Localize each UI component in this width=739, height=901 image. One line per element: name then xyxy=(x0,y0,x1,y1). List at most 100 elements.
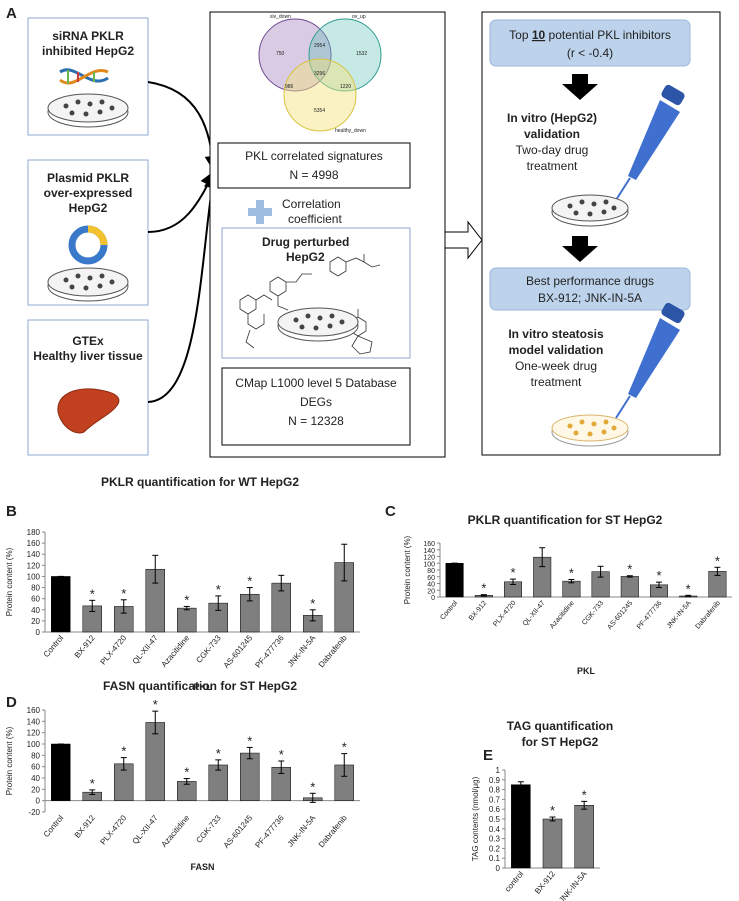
y-tick-label: 120 xyxy=(27,561,41,570)
y-tick-label: 0.4 xyxy=(489,825,501,834)
y-tick-label: 100 xyxy=(27,740,41,749)
x-tick-label: Dabrafenib xyxy=(695,600,722,631)
y-axis-label: Protein content (%) xyxy=(403,535,412,604)
plasmid-icon xyxy=(68,225,108,265)
y-tick-label: 0.3 xyxy=(489,835,501,844)
panel-label: D xyxy=(6,694,17,711)
y-tick-label: -20 xyxy=(28,808,40,817)
x-tick-label: Azacitidine xyxy=(549,600,576,631)
x-tick-label: Dabrafenib xyxy=(317,633,349,669)
significance: * xyxy=(550,803,555,818)
bar xyxy=(51,576,71,633)
chart-title: PKLR quantification for WT HepG2 xyxy=(101,475,299,489)
panel-label: E xyxy=(483,747,493,764)
significance: * xyxy=(90,586,95,601)
significance: * xyxy=(310,596,315,611)
x-tick-label: PF-477736 xyxy=(636,600,664,631)
source-box xyxy=(27,319,149,456)
x-tick-label: Control xyxy=(42,813,66,839)
significance: * xyxy=(627,562,632,577)
y-tick-label: 80 xyxy=(427,568,435,575)
molecule-icons xyxy=(239,254,381,355)
drug-text: HepG2 xyxy=(286,250,325,264)
significance: * xyxy=(279,747,284,762)
significance: * xyxy=(121,744,126,759)
venn-set: siv_down xyxy=(270,14,291,20)
validation-text: In vitro (HepG2) xyxy=(507,111,597,125)
x-tick-label: AS-601245 xyxy=(222,633,255,670)
y-tick-label: 80 xyxy=(31,751,40,760)
bar xyxy=(574,805,594,869)
dish-icon xyxy=(551,194,629,227)
best-text: Best performance drugs xyxy=(526,274,654,288)
x-tick-label: Control xyxy=(42,633,66,659)
steatosis-text: treatment xyxy=(531,375,582,389)
venn-set: ov_up xyxy=(352,14,366,20)
significance: * xyxy=(247,733,252,748)
y-tick-label: 40 xyxy=(427,582,435,589)
y-tick-label: 0 xyxy=(431,595,435,602)
y-tick-label: 40 xyxy=(31,606,40,615)
y-axis-label: Protein content (%) xyxy=(5,726,14,795)
top-text: potential PKL inhibitors xyxy=(545,28,671,42)
y-tick-label: 1 xyxy=(496,766,501,775)
bar xyxy=(562,580,581,598)
drug-box xyxy=(221,227,411,359)
y-tick-label: 0.7 xyxy=(489,795,501,804)
y-axis-label: Protein content (%) xyxy=(5,547,14,616)
x-tick-label: BX-912 xyxy=(533,869,557,896)
chart-title: FASN quantification for ST HepG2 xyxy=(103,679,297,693)
bar xyxy=(51,743,71,801)
y-tick-label: 20 xyxy=(31,617,40,626)
significance: * xyxy=(247,574,252,589)
bar xyxy=(240,752,260,801)
x-tick-label: JNK-IN-5A xyxy=(286,813,318,849)
y-tick-label: 140 xyxy=(27,717,41,726)
x-tick-label: BX-912 xyxy=(73,633,97,660)
x-tick-label: AS-601245 xyxy=(606,600,634,631)
signature-text: N = 4998 xyxy=(289,168,338,182)
chart-title: PKLR quantification for ST HepG2 xyxy=(468,513,663,527)
y-tick-label: 100 xyxy=(27,572,41,581)
significance: * xyxy=(481,581,486,596)
x-axis-label: FASN xyxy=(190,862,214,872)
y-tick-label: 20 xyxy=(31,785,40,794)
y-tick-label: 140 xyxy=(423,548,435,555)
y-tick-label: 60 xyxy=(31,763,40,772)
x-tick-label: Azacitidine xyxy=(160,813,192,849)
significance: * xyxy=(216,582,221,597)
down-arrow xyxy=(562,236,598,262)
liver-icon xyxy=(57,388,120,434)
y-tick-label: 180 xyxy=(27,528,41,537)
y-tick-label: 0.5 xyxy=(489,815,501,824)
venn-count: 750 xyxy=(276,51,285,57)
dish-icon xyxy=(47,267,129,302)
x-tick-label: QL-XII-47 xyxy=(131,813,161,846)
significance: * xyxy=(569,565,574,580)
y-tick-label: 0 xyxy=(496,864,501,873)
venn-count: 2954 xyxy=(314,43,325,49)
y-tick-label: 160 xyxy=(423,541,435,548)
x-tick-label: control xyxy=(503,869,525,893)
venn-set: healthy_down xyxy=(335,128,366,134)
y-tick-label: 20 xyxy=(427,588,435,595)
significance: * xyxy=(656,568,661,583)
x-tick-label: Dabrafenib xyxy=(317,813,349,849)
combine-text: Correlation xyxy=(282,197,341,211)
venn-diagram xyxy=(258,18,382,132)
x-tick-label: CGK-733 xyxy=(194,633,223,665)
y-tick-label: 0.6 xyxy=(489,805,501,814)
steatosis-text: In vitro steatosis xyxy=(508,327,604,341)
source-text: HepG2 xyxy=(69,201,108,215)
venn-count: 1220 xyxy=(340,84,351,90)
top-number: 10 xyxy=(532,28,546,42)
y-tick-label: 60 xyxy=(31,595,40,604)
x-axis-label: PKL xyxy=(194,682,213,692)
pipette-icon xyxy=(615,84,685,201)
dish-icon xyxy=(551,414,629,447)
significance: * xyxy=(184,592,189,607)
x-tick-label: Azacitidine xyxy=(160,633,192,669)
significance: * xyxy=(686,581,691,596)
panel-label: B xyxy=(6,503,17,520)
